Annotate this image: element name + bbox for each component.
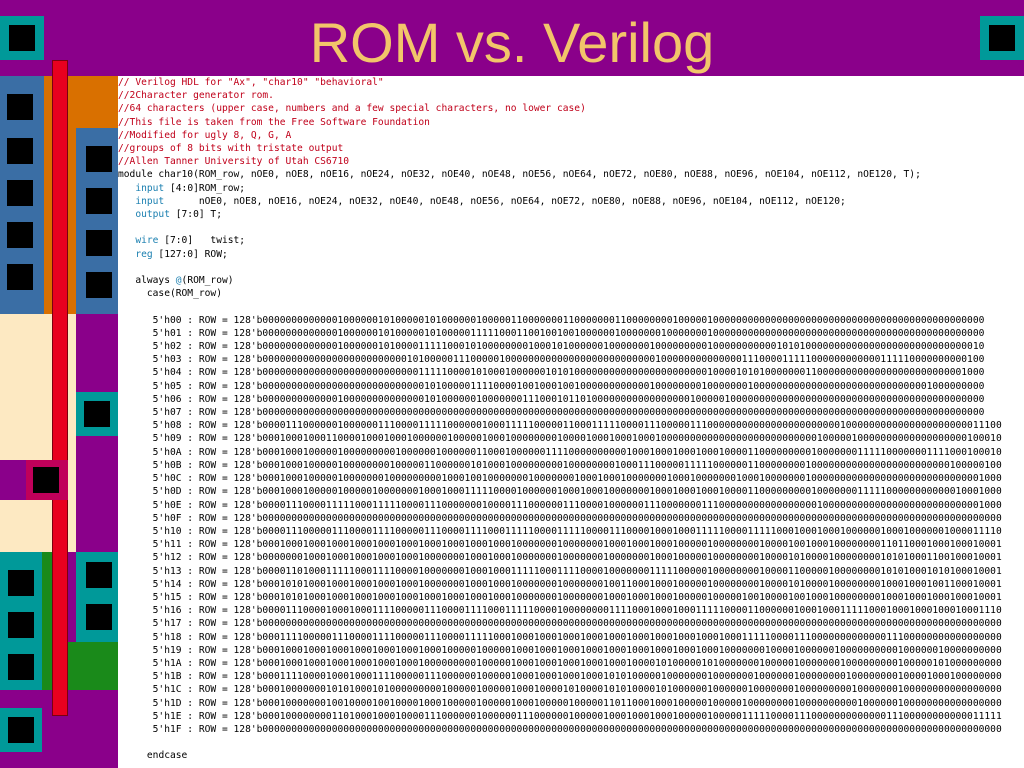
comment-line: //This file is taken from the Free Softw… <box>118 116 430 128</box>
black-square <box>7 222 33 248</box>
rom-row: 5'h03 : ROW = 128'b000000000000000000000… <box>152 354 985 366</box>
rom-row: 5'h05 : ROW = 128'b000000000000000000000… <box>152 380 985 392</box>
rom-row: 5'h0F : ROW = 128'b000000000000000000000… <box>152 512 1002 524</box>
black-square <box>7 180 33 206</box>
rom-row: 5'h13 : ROW = 128'b000011010001111100011… <box>152 565 1002 577</box>
always-sensitivity: (ROM_row) <box>181 275 234 287</box>
code-panel: // Verilog HDL for "Ax", "char10" "behav… <box>118 76 1024 768</box>
code-block: // Verilog HDL for "Ax", "char10" "behav… <box>118 76 1024 763</box>
reg-decl: [127:0] ROW; <box>152 248 228 260</box>
corner-square-right-icon <box>980 16 1024 60</box>
rom-row: 5'h1B : ROW = 128'b000111100001000100011… <box>152 671 1002 683</box>
rom-row: 5'h02 : ROW = 128'b000000000000010000001… <box>152 341 985 353</box>
rom-row: 5'h1D : ROW = 128'b000100000001001000010… <box>152 697 1002 709</box>
comment-line: //Modified for ugly 8, Q, G, A <box>118 129 292 141</box>
always-keyword: always <box>135 275 170 287</box>
comment-line: //groups of 8 bits with tristate output <box>118 143 344 155</box>
module-line: module char10(ROM_row, nOE0, nOE8, nOE16… <box>118 169 921 181</box>
rom-row: 5'h1C : ROW = 128'b000100000001010100010… <box>152 684 1002 696</box>
rom-row: 5'h06 : ROW = 128'b000000000000010000000… <box>152 393 985 405</box>
comment-line: //2Character generator rom. <box>118 90 274 102</box>
rom-row: 5'h17 : ROW = 128'b000000000000000000000… <box>152 618 1002 630</box>
rom-row: 5'h12 : ROW = 128'b000000010001000100010… <box>152 552 1002 564</box>
rom-row: 5'h07 : ROW = 128'b000000000000000000000… <box>152 407 985 419</box>
rom-row: 5'h15 : ROW = 128'b000101010001000100010… <box>152 591 1002 603</box>
rom-row: 5'h14 : ROW = 128'b000101010001000100010… <box>152 578 1002 590</box>
case-line: case(ROM_row) <box>135 288 222 300</box>
black-square <box>8 570 34 596</box>
endcase-line: endcase <box>146 750 188 762</box>
strip-green <box>42 552 52 690</box>
rom-row: 5'h00 : ROW = 128'b000000000000010000001… <box>152 314 985 326</box>
rom-row: 5'h18 : ROW = 128'b000111100000111000011… <box>152 631 1002 643</box>
wire-keyword: wire <box>135 235 159 247</box>
rom-row: 5'h09 : ROW = 128'b000100010001100001000… <box>152 433 1002 445</box>
black-square <box>86 604 112 630</box>
black-square <box>8 654 34 680</box>
decorative-left-strip <box>0 60 118 768</box>
always-at: @ <box>169 275 182 287</box>
strip-red-bar <box>52 60 68 716</box>
input-decl: nOE0, nOE8, nOE16, nOE24, nOE32, nOE40, … <box>164 195 846 207</box>
wire-decl: [7:0] twist; <box>158 235 246 247</box>
comment-line: //64 characters (upper case, numbers and… <box>118 103 586 115</box>
rom-row: 5'h0A : ROW = 128'b000100010000010000000… <box>152 446 1002 458</box>
strip-orange-bar <box>44 76 52 314</box>
rom-row: 5'h01 : ROW = 128'b000000000000010000001… <box>152 327 985 339</box>
strip-orange-top <box>68 76 118 128</box>
rom-row: 5'h04 : ROW = 128'b000000000000000000000… <box>152 367 985 379</box>
rom-row: 5'h1F : ROW = 128'b000000000000000000000… <box>152 723 1002 735</box>
input-keyword: input <box>135 195 165 207</box>
rom-row: 5'h1A : ROW = 128'b000100010001000100010… <box>152 657 1002 669</box>
rom-row: 5'h0E : ROW = 128'b000011100001111100011… <box>152 499 1002 511</box>
rom-row: 5'h16 : ROW = 128'b000011100001000100011… <box>152 605 1002 617</box>
black-square <box>8 717 34 743</box>
rom-row: 5'h0C : ROW = 128'b000100010000010000000… <box>152 473 1002 485</box>
output-keyword: output <box>135 209 170 221</box>
black-square <box>7 94 33 120</box>
corner-square-left-icon <box>0 16 44 60</box>
black-square <box>86 272 112 298</box>
comment-line: //Allen Tanner University of Utah CS6710 <box>118 156 350 168</box>
black-square <box>86 188 112 214</box>
strip-cream-side <box>68 314 76 552</box>
strip-orange-mid <box>68 128 76 314</box>
rom-row: 5'h10 : ROW = 128'b000011100000111000011… <box>152 525 1002 537</box>
black-square <box>7 264 33 290</box>
rom-row: 5'h08 : ROW = 128'b000011100000010000001… <box>152 420 1002 432</box>
rom-rows: 5'h00 : ROW = 128'b000000000000010000001… <box>118 315 1002 735</box>
black-square <box>86 230 112 256</box>
black-square <box>33 467 59 493</box>
rom-row: 5'h0B : ROW = 128'b000100010000010000000… <box>152 459 1002 471</box>
strip-green-right <box>68 642 118 690</box>
input-decl: [4:0]ROM_row; <box>164 182 246 194</box>
black-square <box>8 612 34 638</box>
black-square <box>86 146 112 172</box>
black-square <box>86 562 112 588</box>
comment-line: // Verilog HDL for "Ax", "char10" "behav… <box>118 77 384 88</box>
strip-cream-upper <box>0 314 52 460</box>
black-square <box>84 401 110 427</box>
rom-row: 5'h11 : ROW = 128'b000100010001000100010… <box>152 539 1002 551</box>
reg-keyword: reg <box>135 248 153 260</box>
rom-row: 5'h0D : ROW = 128'b000100010000010000010… <box>152 486 1002 498</box>
slide-title: ROM vs. Verilog <box>309 11 715 74</box>
input-keyword: input <box>135 182 165 194</box>
rom-row: 5'h1E : ROW = 128'b000100000000110100010… <box>152 710 1002 722</box>
strip-cream-lower <box>0 500 52 552</box>
rom-row: 5'h19 : ROW = 128'b000100010001000100010… <box>152 644 1002 656</box>
black-square <box>7 138 33 164</box>
code-comments: // Verilog HDL for "Ax", "char10" "behav… <box>118 77 586 167</box>
output-decl: [7:0] T; <box>169 209 222 221</box>
